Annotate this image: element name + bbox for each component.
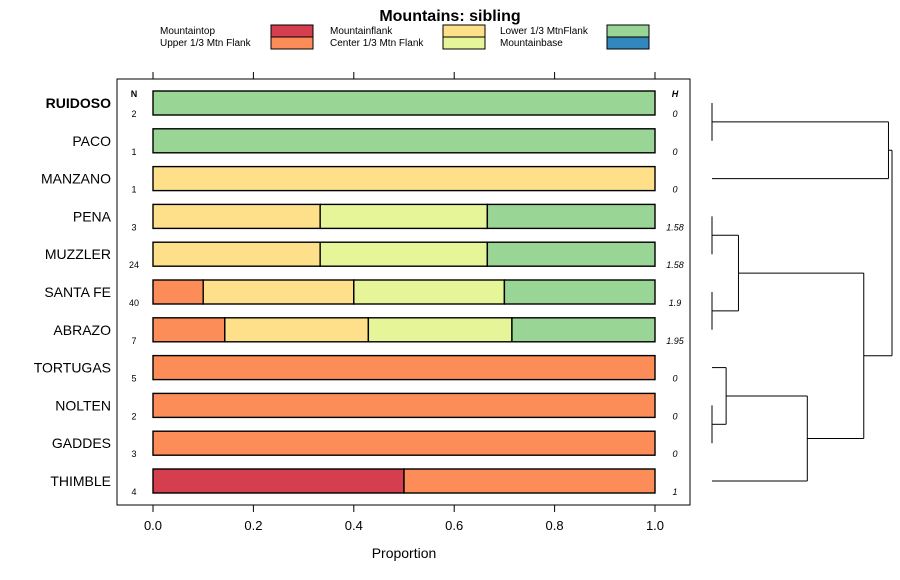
h-value: 0 <box>672 147 677 157</box>
bar-segment <box>511 317 656 343</box>
bar-segment <box>152 430 656 456</box>
legend-label: Mountainflank <box>330 26 393 37</box>
n-value: 7 <box>131 336 136 346</box>
row-label: GADDES <box>52 435 111 451</box>
bar-segment <box>319 241 489 267</box>
legend-label: Mountainbase <box>500 38 563 49</box>
legend-label: Lower 1/3 MtnFlank <box>500 26 589 37</box>
legend-swatch <box>270 24 314 38</box>
x-tick-label: 0.0 <box>144 518 162 533</box>
x-tick-label: 0.4 <box>345 518 363 533</box>
legend-label: Upper 1/3 Mtn Flank <box>160 38 252 49</box>
bar-segment <box>152 279 204 305</box>
n-value: 5 <box>131 374 136 384</box>
n-value: 1 <box>131 147 136 157</box>
bar-segment <box>224 317 370 343</box>
h-value: 1.9 <box>669 298 682 308</box>
h-value: 0 <box>672 109 677 119</box>
h-value: 0 <box>672 374 677 384</box>
n-value: 1 <box>131 185 136 195</box>
bar-segment <box>152 165 656 192</box>
n-value: 3 <box>131 449 136 459</box>
row-label: SANTA FE <box>44 284 111 300</box>
bar-segment <box>152 203 321 230</box>
bar-segment <box>152 468 405 494</box>
h-value: 1.95 <box>666 336 685 346</box>
bar-segment <box>152 354 656 381</box>
bar-segment <box>202 279 355 305</box>
bar-segment <box>319 203 489 230</box>
h-value: 1 <box>672 487 677 497</box>
n-value: 40 <box>129 298 139 308</box>
x-tick-label: 1.0 <box>646 518 664 533</box>
bar-segment <box>486 241 656 267</box>
legend-swatch <box>442 36 486 50</box>
bar-segment <box>152 128 656 154</box>
row-labels: RUIDOSO 2 0 PACO 1 0 MANZANO 1 0 PENA 3 1.58 MUZZLER… <box>34 95 685 497</box>
bar-segment <box>503 279 656 305</box>
x-axis-label: Proportion <box>372 545 437 561</box>
legend-swatch <box>270 36 314 50</box>
x-tick-label: 0.8 <box>546 518 564 533</box>
x-tick-label: 0.2 <box>244 518 262 533</box>
bar-segment <box>367 317 513 343</box>
bar-segment <box>486 203 656 230</box>
bar-segment <box>353 279 506 305</box>
bar-segment <box>152 317 226 343</box>
bar-segment <box>152 90 656 116</box>
n-value: 2 <box>131 109 136 119</box>
legend-swatch <box>442 24 486 38</box>
h-value: 1.58 <box>666 222 684 232</box>
n-value: 4 <box>131 487 136 497</box>
n-value: 2 <box>131 411 136 421</box>
bar-segment <box>152 241 321 267</box>
h-value: 0 <box>672 449 677 459</box>
n-header: N <box>131 89 138 99</box>
row-label: RUIDOSO <box>46 95 111 111</box>
legend-label: Mountaintop <box>160 26 215 37</box>
h-value: 0 <box>672 185 677 195</box>
plot-frame <box>116 78 691 506</box>
x-tick-label: 0.6 <box>445 518 463 533</box>
n-value: 3 <box>131 222 136 232</box>
legend-label: Center 1/3 Mtn Flank <box>330 38 424 49</box>
row-label: MUZZLER <box>45 246 111 262</box>
row-label: MANZANO <box>41 171 111 187</box>
bars <box>152 90 656 494</box>
row-label: THIMBLE <box>50 473 111 489</box>
row-label: TORTUGAS <box>34 360 111 376</box>
h-value: 0 <box>672 411 677 421</box>
row-label: NOLTEN <box>55 397 111 413</box>
dendrogram <box>711 103 893 482</box>
x-axis: 0.0 0.2 0.4 0.6 0.8 1.0 <box>144 72 664 533</box>
legend-swatch <box>606 24 650 38</box>
h-header: H <box>672 89 679 99</box>
legend: Mountaintop Mountainflank Lower 1/3 MtnFla… <box>160 24 650 50</box>
row-label: PACO <box>72 133 111 149</box>
row-label: PENA <box>73 208 112 224</box>
bar-segment <box>152 392 656 419</box>
n-value: 24 <box>129 260 139 270</box>
chart-title: Mountains: sibling <box>379 8 520 25</box>
bar-segment <box>403 468 656 494</box>
legend-swatch <box>606 36 650 50</box>
h-value: 1.58 <box>666 260 684 270</box>
row-label: ABRAZO <box>53 322 111 338</box>
